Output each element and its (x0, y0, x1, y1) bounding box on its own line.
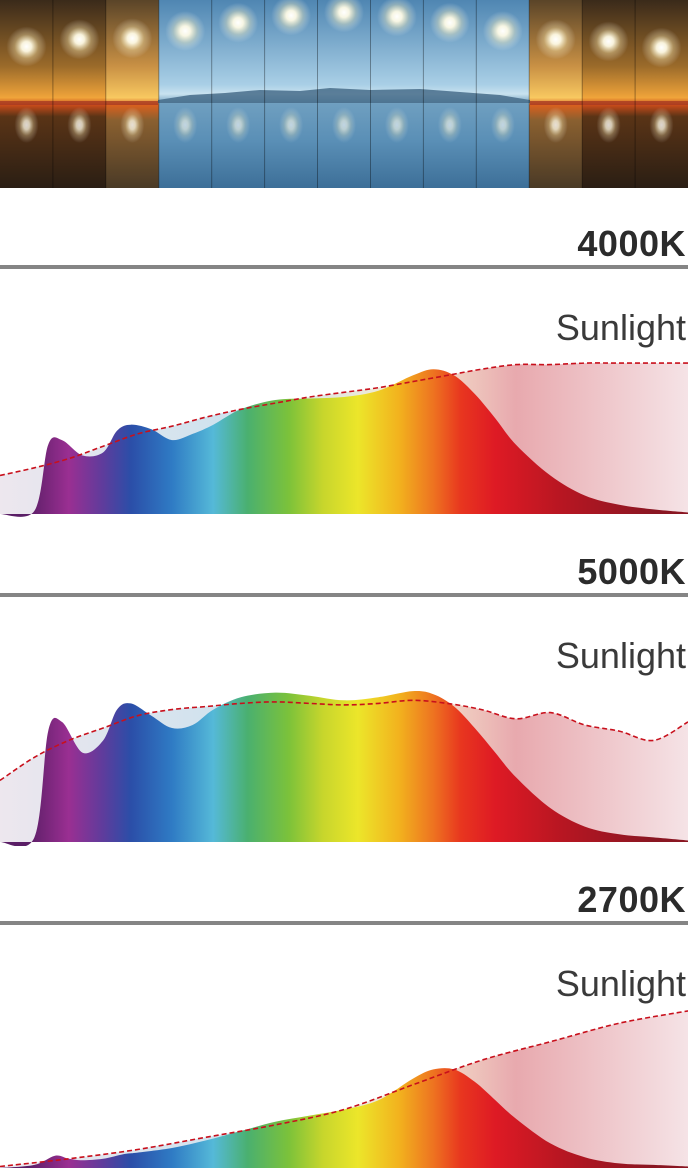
sun-reflection (332, 107, 356, 143)
sun-icon (112, 18, 153, 59)
sun-icon (588, 21, 629, 62)
sunlight-curve (0, 1010, 688, 1168)
lamp-spectrum-area (0, 690, 688, 846)
sun-icon (271, 0, 312, 36)
sun-icon (165, 11, 206, 51)
sun-reflection (120, 107, 145, 143)
sunlight-label: Sunlight (555, 635, 686, 676)
sunlight-label: Sunlight (555, 307, 686, 348)
lamp-spectrum-area (0, 369, 688, 517)
spectrum-chart (0, 362, 688, 517)
sun-reflection (67, 107, 92, 143)
sun-reflection (596, 107, 621, 143)
sunlight-curve (0, 699, 688, 782)
sun-reflection (543, 107, 568, 143)
color-temperature-label: 5000K (577, 551, 686, 592)
spectrum-section-5000k: 5000K Sunlight (0, 518, 688, 846)
sun-icon (324, 0, 364, 33)
sun-reflection (437, 107, 462, 143)
sun-icon (482, 11, 523, 51)
section-divider (0, 265, 688, 269)
sun-icon (6, 26, 47, 67)
sun-reflection (490, 107, 515, 143)
sun-reflection (649, 107, 674, 143)
section-divider (0, 593, 688, 597)
spectrum-chart (0, 690, 688, 846)
sun-icon (535, 19, 576, 60)
lamp-spectrum-area (0, 1068, 688, 1168)
sun-reflection (279, 107, 304, 143)
spectrum-chart (0, 1010, 688, 1168)
sun-reflection (14, 107, 39, 143)
sunlight-curve (0, 362, 688, 477)
color-temperature-label: 2700K (577, 879, 686, 920)
sun-icon (429, 2, 470, 43)
sun-icon (641, 27, 682, 68)
sun-reflection (226, 107, 251, 143)
sun-icon (59, 19, 100, 60)
sun-icon (376, 0, 417, 37)
mountain-silhouette (158, 88, 530, 103)
sun-reflection (384, 107, 409, 143)
spectrum-section-2700k: 2700K Sunlight (0, 846, 688, 1172)
color-temperature-label: 4000K (577, 223, 686, 264)
sun-reflection (173, 107, 198, 143)
sun-icon (218, 2, 259, 43)
sunrise-to-sunset-banner (0, 0, 688, 188)
sunlight-label: Sunlight (555, 963, 686, 1004)
spectrum-section-4000k: 4000K Sunlight (0, 188, 688, 518)
section-divider (0, 921, 688, 925)
